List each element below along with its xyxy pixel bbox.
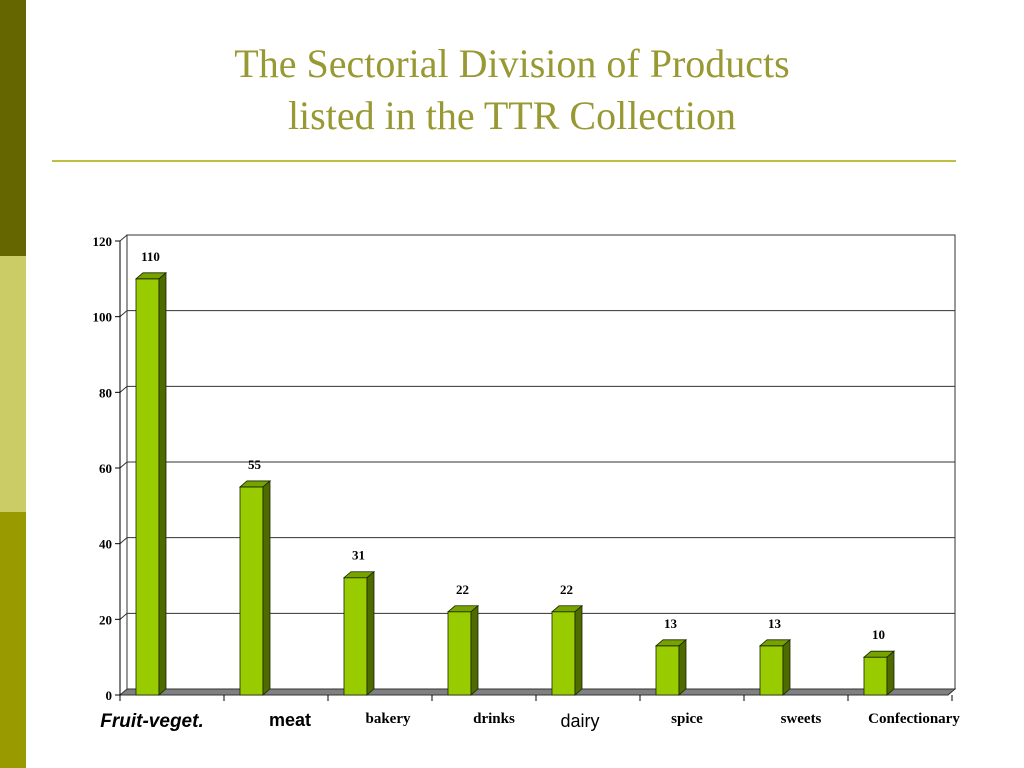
- gridline-depth: [119, 461, 128, 469]
- bar: [655, 645, 680, 696]
- x-category-label: bakery: [366, 711, 412, 727]
- y-tick-label: 40: [99, 537, 112, 552]
- bar-side: [262, 480, 271, 696]
- y-tick-label: 80: [99, 385, 112, 400]
- bar: [447, 611, 472, 696]
- gridline-depth: [119, 310, 128, 318]
- bar-side: [366, 570, 375, 696]
- bar: [551, 611, 576, 696]
- y-tick-label: 120: [93, 234, 113, 249]
- x-category-label: Fruit-veget.: [100, 711, 203, 732]
- slide-title-line-2: listed in the TTR Collection: [287, 93, 737, 138]
- bar: [343, 577, 368, 696]
- x-category-label: meat: [269, 710, 311, 730]
- bar-side: [678, 638, 687, 696]
- bar: [759, 645, 784, 696]
- y-tick-label: 100: [93, 310, 113, 325]
- bar-side: [782, 638, 791, 696]
- x-category-label: Confectionary: [868, 711, 960, 727]
- bar-side: [574, 604, 583, 696]
- y-tick-label: 0: [106, 688, 113, 703]
- gridline-depth: [119, 537, 128, 545]
- side-bar-dark: [0, 0, 26, 256]
- bar-value-label: 55: [248, 457, 262, 472]
- x-category-label: dairy: [560, 711, 599, 731]
- y-tick-label: 20: [99, 612, 112, 627]
- side-bar-light: [0, 256, 26, 512]
- bar: [239, 486, 264, 696]
- side-bar-mid: [0, 512, 26, 768]
- bar-value-label: 13: [664, 616, 678, 631]
- bar-value-label: 22: [560, 582, 573, 597]
- x-category-label: drinks: [473, 711, 515, 727]
- bar: [135, 278, 160, 696]
- bar-value-label: 110: [141, 249, 160, 264]
- bar-value-label: 31: [352, 548, 365, 563]
- bar-value-label: 22: [456, 582, 469, 597]
- y-tick-label: 60: [99, 461, 112, 476]
- bar-value-label: 10: [872, 627, 885, 642]
- bar-side: [158, 271, 167, 696]
- slide-title: The Sectorial Division of Products liste…: [60, 38, 964, 142]
- slide-title-line-1: The Sectorial Division of Products: [234, 41, 790, 86]
- gridline-depth: [119, 385, 128, 393]
- bar-side: [470, 604, 479, 696]
- title-rule: [52, 160, 956, 162]
- bar: [863, 656, 888, 696]
- x-category-label: sweets: [781, 711, 822, 727]
- gridline-depth: [119, 234, 128, 242]
- bar-value-label: 13: [768, 616, 782, 631]
- bar-side: [886, 650, 895, 696]
- gridline-depth: [119, 612, 128, 620]
- x-category-label: spice: [671, 711, 703, 727]
